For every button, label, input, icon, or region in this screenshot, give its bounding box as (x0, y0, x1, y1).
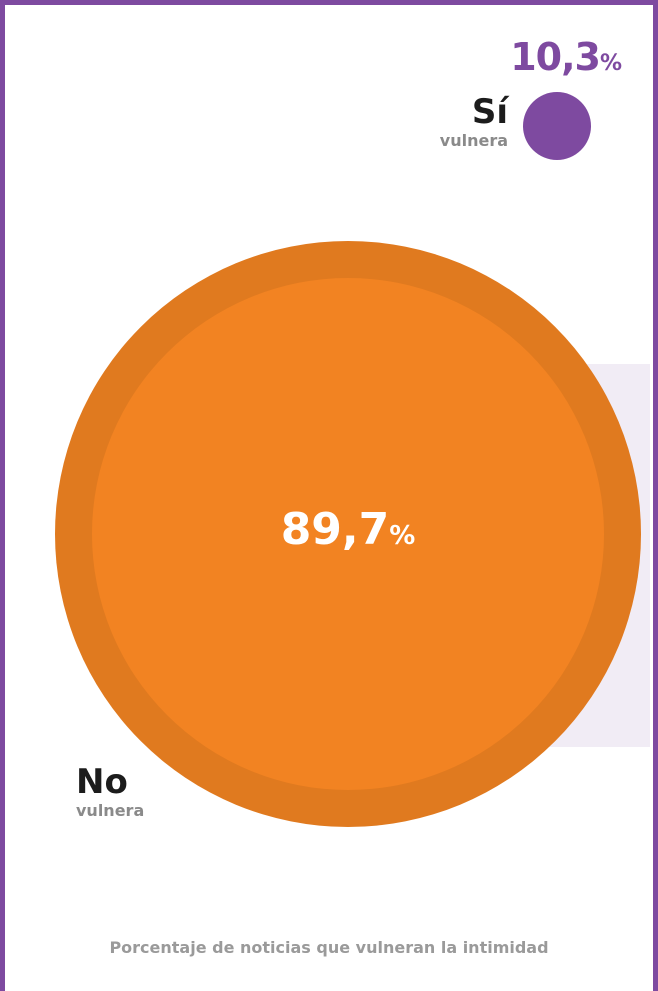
label-si: Sí vulnera (440, 95, 508, 149)
bubble-si (523, 92, 591, 160)
value-si: 10,3% (510, 35, 622, 79)
label-no-sub: vulnera (76, 801, 145, 820)
label-no-main: No (76, 762, 128, 802)
label-no: No vulnera (76, 765, 144, 819)
label-si-main: Sí (471, 92, 508, 132)
value-no: 89,7% (280, 504, 416, 555)
chart-caption: Porcentaje de noticias que vulneran la i… (109, 938, 549, 957)
label-si-sub: vulnera (439, 131, 508, 150)
bubble-no (92, 278, 604, 790)
